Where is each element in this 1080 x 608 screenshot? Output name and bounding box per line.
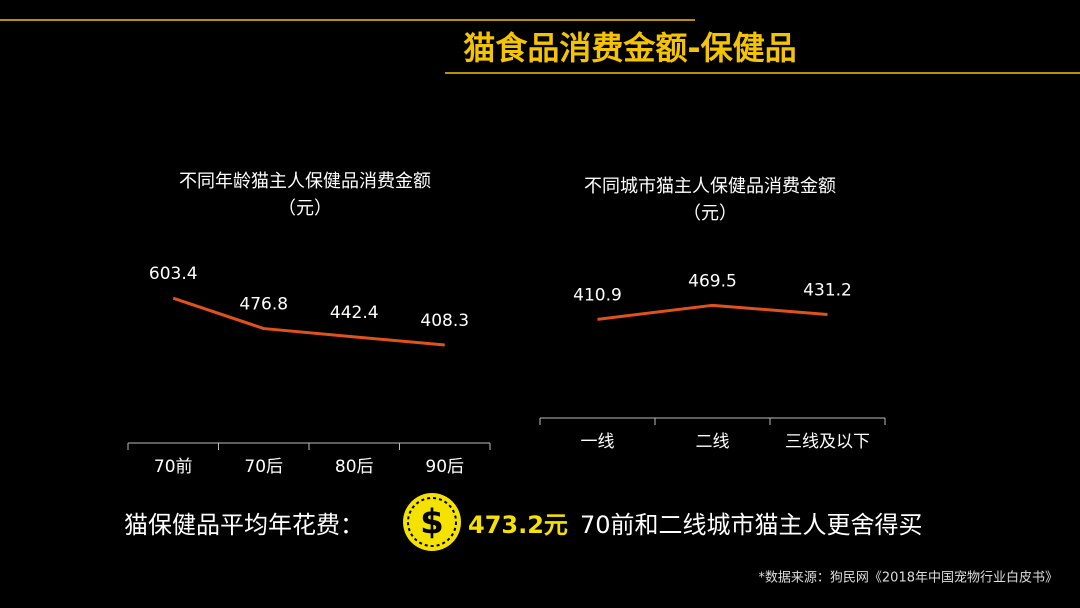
x-tick-label: 一线 [581, 432, 615, 452]
data-label: 469.5 [688, 271, 737, 291]
data-label: 603.4 [149, 264, 198, 284]
chart-title: 不同城市猫主人保健品消费金额 [584, 176, 836, 197]
data-label: 476.8 [239, 295, 288, 315]
summary-amount: 473.2元 [468, 511, 568, 539]
chart-subtitle: （元） [278, 198, 332, 219]
x-tick-label: 二线 [696, 432, 730, 452]
coin-ring [407, 497, 457, 547]
data-label: 410.9 [573, 285, 622, 305]
line-series [172, 296, 445, 347]
x-tick-label: 三线及以下 [785, 432, 870, 452]
x-tick-label: 70前 [154, 457, 193, 477]
slide-title: 猫食品消费金额-保健品 [463, 29, 796, 67]
summary-note: 70前和二线城市猫主人更舍得买 [580, 511, 923, 539]
coin-symbol: $ [420, 503, 444, 543]
x-tick-label: 90后 [425, 457, 464, 477]
data-label: 431.2 [803, 281, 852, 301]
chart-title: 不同年龄猫主人保健品消费金额 [179, 171, 431, 192]
data-label: 408.3 [420, 311, 469, 331]
line-series [597, 303, 828, 321]
source-note: *数据来源：狗民网《2018年中国宠物行业白皮书》 [758, 570, 1058, 586]
summary-label: 猫保健品平均年花费： [124, 511, 364, 539]
x-tick-label: 70后 [244, 457, 283, 477]
data-label: 442.4 [330, 303, 379, 323]
x-tick-label: 80后 [335, 457, 374, 477]
coin-outer [403, 493, 461, 551]
chart-subtitle: （元） [683, 203, 737, 224]
